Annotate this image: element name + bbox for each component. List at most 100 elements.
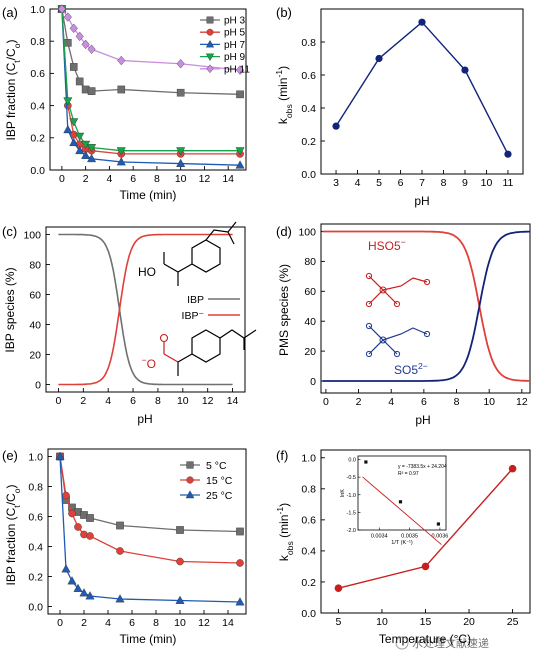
data-point [81,39,90,50]
data-point [67,576,77,585]
legend-marker [205,53,215,62]
y-axis-label: IBP fraction (Ct/Co) [4,39,22,140]
hso5-structure [365,272,431,308]
y-tick-label: 0.0 [30,165,45,177]
y-tick-label: 60 [304,286,316,298]
x-tick-label: 6 [421,396,427,408]
x-tick-label: 10 [481,177,493,189]
panel-label: (f) [276,448,288,463]
inset-x-tick-label: 0.0036 [432,534,449,540]
y-tick-label: 20 [304,346,316,358]
data-point [504,150,512,158]
benzene-ring [191,239,221,273]
x-tick-label: 2 [83,173,89,185]
y-tick-label: 0 [35,379,41,391]
x-tick-label: 10 [175,173,187,185]
data-point [421,562,430,571]
data-point [75,31,84,42]
so-bond [368,289,384,305]
legend-label: IBP [187,294,204,306]
x-tick-label: 14 [222,617,234,629]
y-tick-label: 20 [29,349,41,361]
data-point [85,591,95,600]
x-tick-label: 11 [503,177,514,189]
data-point [69,118,79,127]
panel-label: (a) [2,5,18,20]
legend-label: 5 °C [206,460,227,472]
propionic-chain [177,263,193,286]
data-point [508,464,517,473]
isobutyl-chain [205,221,237,241]
watermark-icon [395,636,409,650]
y-tick-label: 40 [304,316,316,328]
plot-frame [320,223,531,394]
x-tick-label: 6 [398,177,404,189]
inset-data-point [398,500,403,504]
data-point [235,597,245,606]
y-tick-label: 0.4 [301,103,316,115]
x-axis-label: Time (min) [120,632,177,646]
data-point [75,77,84,86]
y-tick-label: 0.0 [301,169,316,181]
y-tick-label: 0.6 [30,68,45,80]
so-bond [368,325,384,341]
x-tick-label: 0 [56,395,62,407]
y-tick-label: 0.8 [301,37,316,49]
x-tick-label: 2 [356,396,362,408]
panel-c: 0 2 4 6 8 10 12 14 0 20 40 60 80 100 (c) pH IBP species … [2,221,257,426]
peroxy-oxygen [423,330,431,338]
data-point [176,88,185,97]
y-axis-label: kobs (min-1) [275,503,295,561]
y-axis-label: IBP species (%) [3,267,17,352]
so-bond [382,339,398,355]
oxygen-atom [365,322,373,330]
y-tick-label: 0.2 [30,133,45,145]
data-point [61,564,71,573]
x-axis-label: Time (min) [120,188,177,202]
inset-fit-line [362,476,442,545]
x-tick-label: 5 [376,177,382,189]
data-point [73,583,83,592]
y-tick-label: 0.8 [28,481,43,493]
data-point [236,559,244,567]
x-tick-label: 12 [202,395,214,407]
x-tick-label: 8 [441,177,447,189]
inset-fit-equation: y = -7383.5x + 24.204 [398,464,447,470]
panel-d: 0 2 4 6 8 10 12 0 20 40 60 80 100 (d) pH PMS species (%… [276,223,531,427]
legend-marker [206,28,214,36]
panel-b: 3 4 5 6 7 8 9 10 11 0.0 0.2 0.4 0.6 0.8 (b) pH kobs (min… [274,5,524,208]
x-axis-label: pH [137,412,152,426]
data-point [64,39,72,47]
x-tick-label: 6 [130,173,136,185]
data-point [332,122,340,130]
data-point [235,160,245,169]
x-tick-label: 8 [154,173,160,185]
watermark: 水处理文献速递 [395,636,489,650]
data-point [62,491,70,500]
isobutyl-branch [227,231,235,245]
y-tick-label: 0.2 [301,136,316,148]
data-point [418,18,426,26]
x-tick-label: 12 [516,396,528,408]
inset-y-label: lnK [340,489,346,497]
data-point [87,87,96,95]
data-point [69,63,78,71]
data-point [236,90,244,99]
inset-y-tick-label: -1.5 [347,510,356,516]
ibp-structure: HO [138,221,237,286]
legend-label: pH 7 [224,40,246,51]
x-axis-label: Temperature (°C) [379,632,471,646]
x-tick-label: 10 [174,617,186,629]
y-tick-label: 0.8 [30,36,45,48]
legend-label: 25 °C [206,490,233,502]
panel-e: 0 2 4 6 8 10 12 14 0.0 0.2 0.4 0.6 0.8 1.0 (e) Time (mi… [2,448,247,646]
plot-frame [47,448,247,615]
watermark-text: 水处理文献速递 [412,636,489,650]
x-tick-label: 8 [153,617,159,629]
legend-label: pH 3 [224,16,246,27]
x-tick-label: 3 [333,177,339,189]
species-curve [58,233,233,386]
data-point [75,145,85,155]
inset-y-tick-label: -2.0 [347,528,356,534]
inset-plot: 0.0034 0.0035 0.0036 0.0 -0.5 -1.0 -1.5 -2.0 1/T… [340,455,449,546]
